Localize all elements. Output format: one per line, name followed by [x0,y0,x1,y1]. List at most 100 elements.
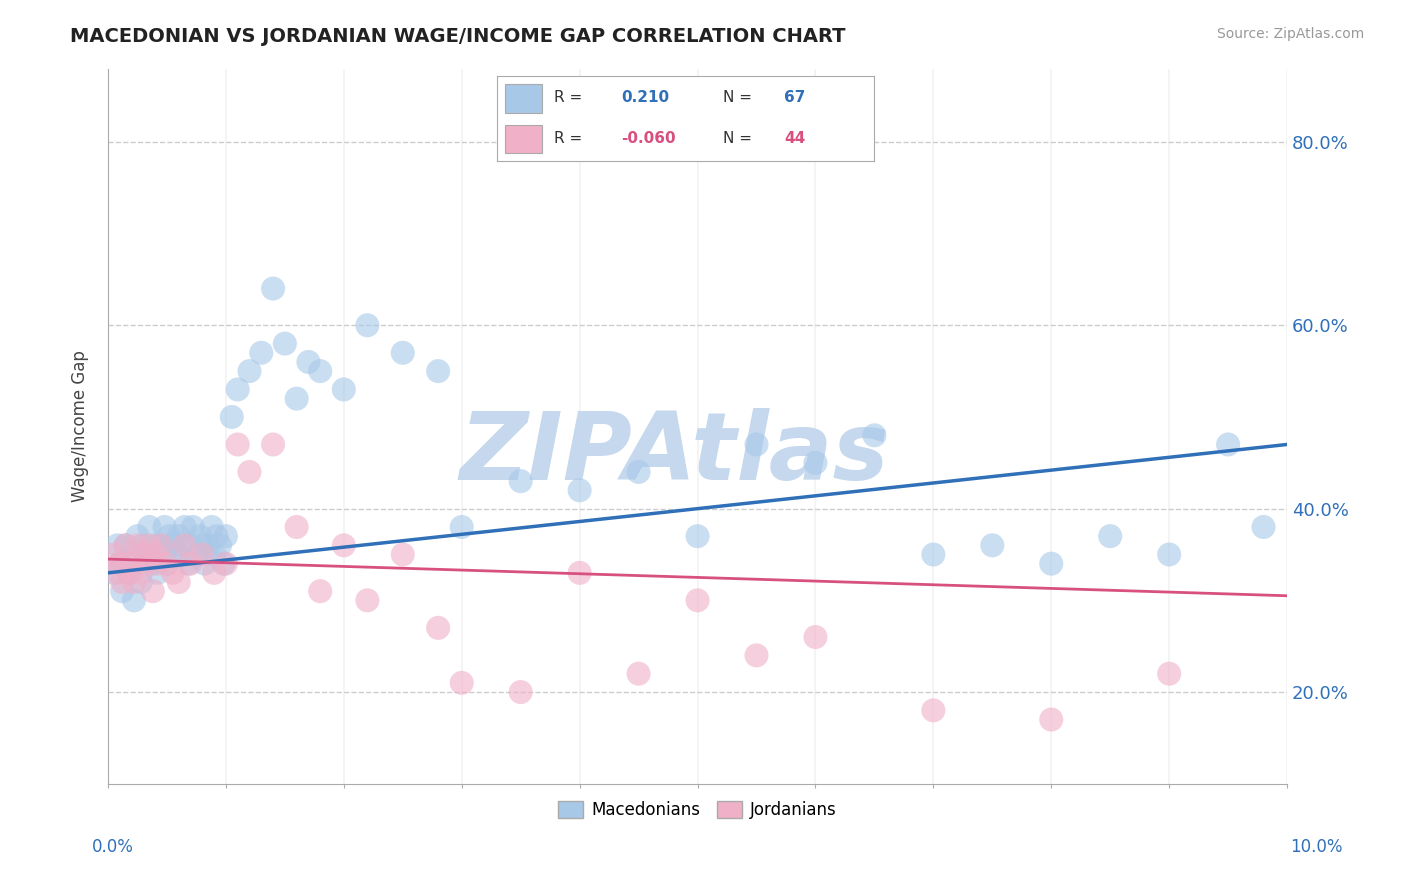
Text: 0.0%: 0.0% [91,838,134,855]
Text: ZIPAtlas: ZIPAtlas [460,408,889,500]
Jordanians [111,574,134,589]
Macedonians [111,584,134,599]
Macedonians [197,538,219,552]
Macedonians [108,557,131,571]
Macedonians [188,529,211,543]
Jordanians [132,548,155,562]
Macedonians [170,538,193,552]
Macedonians [208,538,231,552]
Macedonians [121,548,143,562]
Macedonians [285,392,308,406]
Macedonians [981,538,1004,552]
Macedonians [153,520,176,534]
Jordanians [226,437,249,451]
Macedonians [450,520,472,534]
Macedonians [333,383,356,397]
Macedonians [356,318,378,333]
Text: MACEDONIAN VS JORDANIAN WAGE/INCOME GAP CORRELATION CHART: MACEDONIAN VS JORDANIAN WAGE/INCOME GAP … [70,27,846,45]
Text: 10.0%: 10.0% [1291,838,1343,855]
Macedonians [107,538,129,552]
Macedonians [309,364,332,378]
Macedonians [391,345,413,359]
Jordanians [122,574,145,589]
Macedonians [1159,548,1181,562]
Macedonians [1040,557,1063,571]
Macedonians [122,593,145,607]
Macedonians [221,409,243,424]
Jordanians [804,630,827,644]
Macedonians [150,538,173,552]
Jordanians [215,557,238,571]
Macedonians [922,548,945,562]
Jordanians [146,557,169,571]
Macedonians [103,566,125,580]
Jordanians [138,538,160,552]
Macedonians [165,548,187,562]
Jordanians [427,621,450,635]
Jordanians [285,520,308,534]
Y-axis label: Wage/Income Gap: Wage/Income Gap [72,351,89,502]
Macedonians [205,529,228,543]
Jordanians [202,566,225,580]
Macedonians [177,557,200,571]
Macedonians [127,529,149,543]
Macedonians [1099,529,1122,543]
Macedonians [114,538,136,552]
Macedonians [686,529,709,543]
Macedonians [186,548,208,562]
Jordanians [686,593,709,607]
Macedonians [157,529,180,543]
Macedonians [804,456,827,470]
Jordanians [262,437,284,451]
Macedonians [180,538,202,552]
Macedonians [143,538,166,552]
Macedonians [238,364,260,378]
Macedonians [212,557,235,571]
Macedonians [146,566,169,580]
Macedonians [132,538,155,552]
Jordanians [238,465,260,479]
Jordanians [143,548,166,562]
Macedonians [568,483,591,498]
Jordanians [114,538,136,552]
Macedonians [202,548,225,562]
Jordanians [108,557,131,571]
Jordanians [167,574,190,589]
Jordanians [1159,666,1181,681]
Macedonians [274,336,297,351]
Jordanians [118,566,141,580]
Macedonians [167,529,190,543]
Jordanians [162,566,184,580]
Macedonians [194,557,217,571]
Macedonians [262,282,284,296]
Macedonians [226,383,249,397]
Jordanians [356,593,378,607]
Macedonians [297,355,319,369]
Jordanians [129,566,152,580]
Macedonians [156,557,179,571]
Macedonians [181,520,204,534]
Macedonians [118,566,141,580]
Jordanians [121,557,143,571]
Jordanians [450,676,472,690]
Macedonians [201,520,224,534]
Jordanians [568,566,591,580]
Jordanians [156,557,179,571]
Macedonians [1253,520,1275,534]
Jordanians [142,584,165,599]
Macedonians [427,364,450,378]
Macedonians [1216,437,1239,451]
Macedonians [142,557,165,571]
Jordanians [191,548,214,562]
Jordanians [745,648,768,663]
Jordanians [627,666,650,681]
Text: Source: ZipAtlas.com: Source: ZipAtlas.com [1216,27,1364,41]
Jordanians [391,548,413,562]
Jordanians [150,538,173,552]
Macedonians [215,529,238,543]
Macedonians [162,538,184,552]
Macedonians [173,520,195,534]
Macedonians [135,548,157,562]
Jordanians [127,538,149,552]
Macedonians [191,538,214,552]
